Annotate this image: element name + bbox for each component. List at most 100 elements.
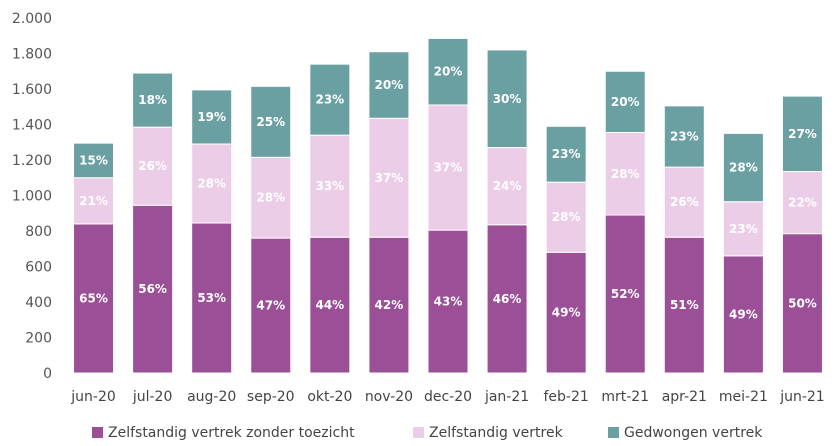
bar-segment — [368, 51, 410, 119]
bar-segment — [191, 222, 233, 374]
data-label: 49% — [729, 307, 758, 321]
bar-segment — [604, 70, 646, 133]
bar-segment — [604, 131, 646, 216]
bar-segment — [427, 37, 469, 106]
data-label: 28% — [611, 167, 640, 181]
bar-segment — [781, 95, 823, 173]
bar-segment — [545, 251, 587, 374]
data-label: 28% — [197, 177, 226, 191]
bar-segment — [250, 237, 292, 374]
legend-entry: Gedwongen vertrek — [624, 425, 763, 441]
y-tick-label: 1.000 — [12, 189, 52, 205]
legend-entry: Zelfstandig vertrek zonder toezicht — [108, 425, 355, 441]
y-tick-label: 1.600 — [12, 82, 52, 98]
y-tick-label: 1.800 — [12, 47, 52, 63]
bar-segment — [781, 171, 823, 235]
y-tick-label: 0 — [43, 366, 52, 382]
data-label: 28% — [256, 191, 285, 205]
x-tick-label: mei-21 — [719, 389, 768, 405]
data-label: 44% — [315, 298, 344, 312]
data-label: 20% — [375, 78, 404, 92]
data-label: 42% — [375, 298, 404, 312]
x-tick-label: nov-20 — [365, 389, 413, 405]
data-label: 51% — [670, 298, 699, 312]
data-label: 65% — [79, 291, 108, 305]
bar-segment — [722, 132, 764, 203]
data-label: 26% — [670, 195, 699, 209]
data-label: 20% — [611, 95, 640, 109]
bar-segment — [132, 72, 174, 128]
data-label: 25% — [256, 115, 285, 129]
data-label: 52% — [611, 287, 640, 301]
bar-segment — [73, 223, 115, 374]
bar-segment — [368, 117, 410, 238]
bar-segment — [309, 236, 351, 374]
y-tick-label: 600 — [25, 260, 52, 276]
bar-segment — [73, 142, 115, 179]
data-label: 46% — [493, 292, 522, 306]
data-label: 28% — [552, 210, 581, 224]
bar-segment — [250, 156, 292, 239]
data-label: 20% — [434, 65, 463, 79]
x-tick-label: jun-20 — [70, 389, 116, 405]
bar-segment — [132, 126, 174, 206]
data-label: 26% — [138, 159, 167, 173]
data-label: 43% — [434, 295, 463, 309]
x-tick-label: sep-20 — [247, 389, 295, 405]
bar-segment — [663, 166, 705, 238]
bar-segment — [427, 229, 469, 374]
data-label: 23% — [670, 129, 699, 143]
data-label: 37% — [375, 171, 404, 185]
x-tick-label: jun-21 — [779, 389, 825, 405]
x-tick-label: jul-20 — [132, 389, 173, 405]
legend-swatch — [413, 427, 424, 438]
data-label: 23% — [729, 222, 758, 236]
legend-entry: Zelfstandig vertrek — [429, 425, 564, 441]
bar-segment — [309, 63, 351, 136]
data-label: 27% — [788, 127, 817, 141]
bar-segment — [191, 89, 233, 145]
legend-swatch — [92, 427, 103, 438]
data-label: 23% — [315, 93, 344, 107]
bar-segment — [663, 105, 705, 168]
data-label: 22% — [788, 196, 817, 210]
bar-segment — [545, 125, 587, 183]
y-tick-label: 1.200 — [12, 153, 52, 169]
x-tick-label: mrt-21 — [601, 389, 649, 405]
y-tick-label: 400 — [25, 295, 52, 311]
x-tick-label: feb-21 — [544, 389, 589, 405]
bar-segment — [486, 147, 528, 226]
y-tick-label: 200 — [25, 331, 52, 347]
legend-swatch — [608, 427, 619, 438]
data-label: 28% — [729, 161, 758, 175]
x-tick-label: dec-20 — [424, 389, 472, 405]
x-tick-label: okt-20 — [307, 389, 352, 405]
data-label: 21% — [79, 194, 108, 208]
x-tick-label: aug-20 — [187, 389, 236, 405]
data-label: 33% — [315, 179, 344, 193]
data-label: 15% — [79, 153, 108, 167]
bar-segment — [486, 49, 528, 149]
bar-segment — [427, 104, 469, 231]
bar-segment — [545, 181, 587, 253]
x-tick-label: jan-21 — [484, 389, 529, 405]
data-label: 49% — [552, 306, 581, 320]
data-label: 23% — [552, 147, 581, 161]
data-label: 24% — [493, 179, 522, 193]
bar-segment — [73, 177, 115, 225]
data-label: 50% — [788, 296, 817, 310]
data-label: 37% — [434, 161, 463, 175]
bar-segment — [722, 201, 764, 257]
bar-segment — [132, 204, 174, 374]
data-label: 19% — [197, 110, 226, 124]
data-label: 30% — [493, 92, 522, 106]
data-label: 56% — [138, 282, 167, 296]
y-tick-label: 800 — [25, 224, 52, 240]
x-tick-label: apr-21 — [662, 389, 707, 405]
bar-segment — [604, 214, 646, 374]
data-label: 53% — [197, 291, 226, 305]
bar-segment — [722, 255, 764, 374]
y-tick-label: 1.400 — [12, 118, 52, 134]
